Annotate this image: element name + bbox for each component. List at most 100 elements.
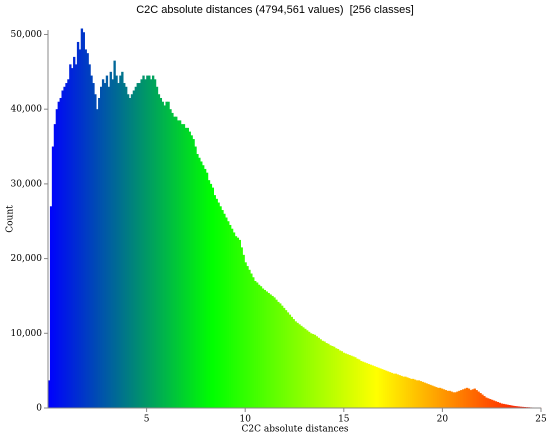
bar bbox=[465, 387, 469, 408]
bar bbox=[342, 352, 345, 408]
bar bbox=[309, 333, 313, 408]
bar bbox=[463, 388, 467, 408]
bar bbox=[321, 340, 324, 408]
bar bbox=[323, 341, 326, 408]
bar bbox=[385, 370, 388, 408]
bar bbox=[340, 351, 344, 408]
axes: 0 10,000 20,000 30,000 40,000 50,000 5 10 15 20 25 bbox=[11, 30, 547, 425]
bar bbox=[92, 83, 95, 409]
bar bbox=[148, 75, 151, 409]
bar bbox=[292, 319, 295, 408]
bar bbox=[132, 90, 136, 408]
bar bbox=[327, 343, 330, 408]
bar bbox=[359, 360, 363, 408]
y-tick-label: 50,000 bbox=[11, 30, 43, 40]
bar bbox=[311, 334, 315, 408]
bar bbox=[498, 402, 501, 408]
bar bbox=[363, 362, 367, 408]
bar bbox=[506, 404, 509, 408]
bar bbox=[307, 331, 311, 408]
x-tick-label: 25 bbox=[535, 415, 547, 425]
bar bbox=[171, 112, 174, 408]
bar bbox=[417, 380, 421, 408]
bar bbox=[346, 354, 349, 408]
bar bbox=[67, 79, 70, 408]
bar bbox=[203, 168, 207, 408]
bar bbox=[182, 124, 186, 409]
x-tick-label: 20 bbox=[437, 415, 449, 425]
y-tick-label: 20,000 bbox=[11, 254, 43, 264]
bar bbox=[300, 325, 303, 408]
bar bbox=[76, 41, 80, 408]
bar bbox=[128, 97, 132, 409]
bar bbox=[232, 232, 236, 408]
bar bbox=[306, 330, 309, 408]
bar bbox=[488, 399, 492, 408]
y-axis-label: Count bbox=[6, 205, 16, 233]
bar bbox=[492, 400, 496, 408]
bar bbox=[178, 120, 182, 409]
bar bbox=[383, 369, 386, 408]
bar bbox=[452, 392, 455, 408]
bar bbox=[223, 213, 226, 408]
bar bbox=[331, 345, 334, 408]
bar bbox=[65, 83, 68, 409]
bar bbox=[86, 53, 89, 408]
y-tick-label: 40,000 bbox=[11, 105, 43, 115]
bar bbox=[438, 387, 442, 408]
bar bbox=[157, 94, 161, 408]
bar bbox=[367, 363, 371, 408]
bar bbox=[234, 236, 238, 408]
bar bbox=[84, 49, 87, 409]
bar bbox=[377, 367, 380, 408]
bar bbox=[425, 383, 428, 408]
bar bbox=[448, 390, 451, 408]
bar bbox=[105, 75, 109, 409]
bar bbox=[119, 75, 122, 409]
bar bbox=[515, 406, 519, 408]
bar bbox=[411, 378, 415, 408]
bar bbox=[242, 254, 245, 408]
bar bbox=[442, 389, 446, 408]
bar bbox=[115, 75, 118, 409]
y-tick-label: 0 bbox=[36, 404, 42, 414]
bar bbox=[402, 376, 405, 408]
bar bbox=[177, 120, 180, 409]
bar bbox=[103, 83, 107, 409]
bar bbox=[462, 389, 465, 408]
bar bbox=[230, 228, 234, 408]
bar bbox=[375, 366, 378, 408]
bar bbox=[490, 399, 494, 408]
bar bbox=[352, 356, 355, 408]
bar bbox=[202, 165, 205, 408]
bar bbox=[502, 403, 505, 408]
bar bbox=[48, 380, 51, 408]
bar bbox=[198, 157, 201, 408]
bar bbox=[481, 394, 484, 408]
bar bbox=[388, 372, 392, 408]
bar bbox=[138, 83, 141, 409]
bar bbox=[423, 382, 426, 408]
bar bbox=[510, 405, 513, 408]
bar bbox=[151, 75, 155, 409]
bar bbox=[294, 321, 297, 408]
x-tick-label: 10 bbox=[239, 415, 251, 425]
bar bbox=[200, 161, 203, 408]
bar bbox=[406, 377, 409, 408]
bar bbox=[161, 101, 164, 408]
bar bbox=[410, 378, 413, 408]
bar bbox=[296, 322, 299, 408]
bar bbox=[196, 154, 199, 408]
bar bbox=[215, 198, 218, 408]
bar bbox=[298, 324, 301, 408]
bar bbox=[59, 97, 62, 409]
bar bbox=[358, 359, 361, 408]
bar bbox=[88, 64, 91, 408]
bar bbox=[277, 301, 280, 408]
bar bbox=[356, 358, 359, 408]
bar bbox=[173, 116, 176, 408]
bar bbox=[126, 94, 130, 408]
bar bbox=[348, 354, 351, 408]
bar bbox=[111, 79, 114, 408]
y-tick-label: 30,000 bbox=[11, 179, 43, 189]
